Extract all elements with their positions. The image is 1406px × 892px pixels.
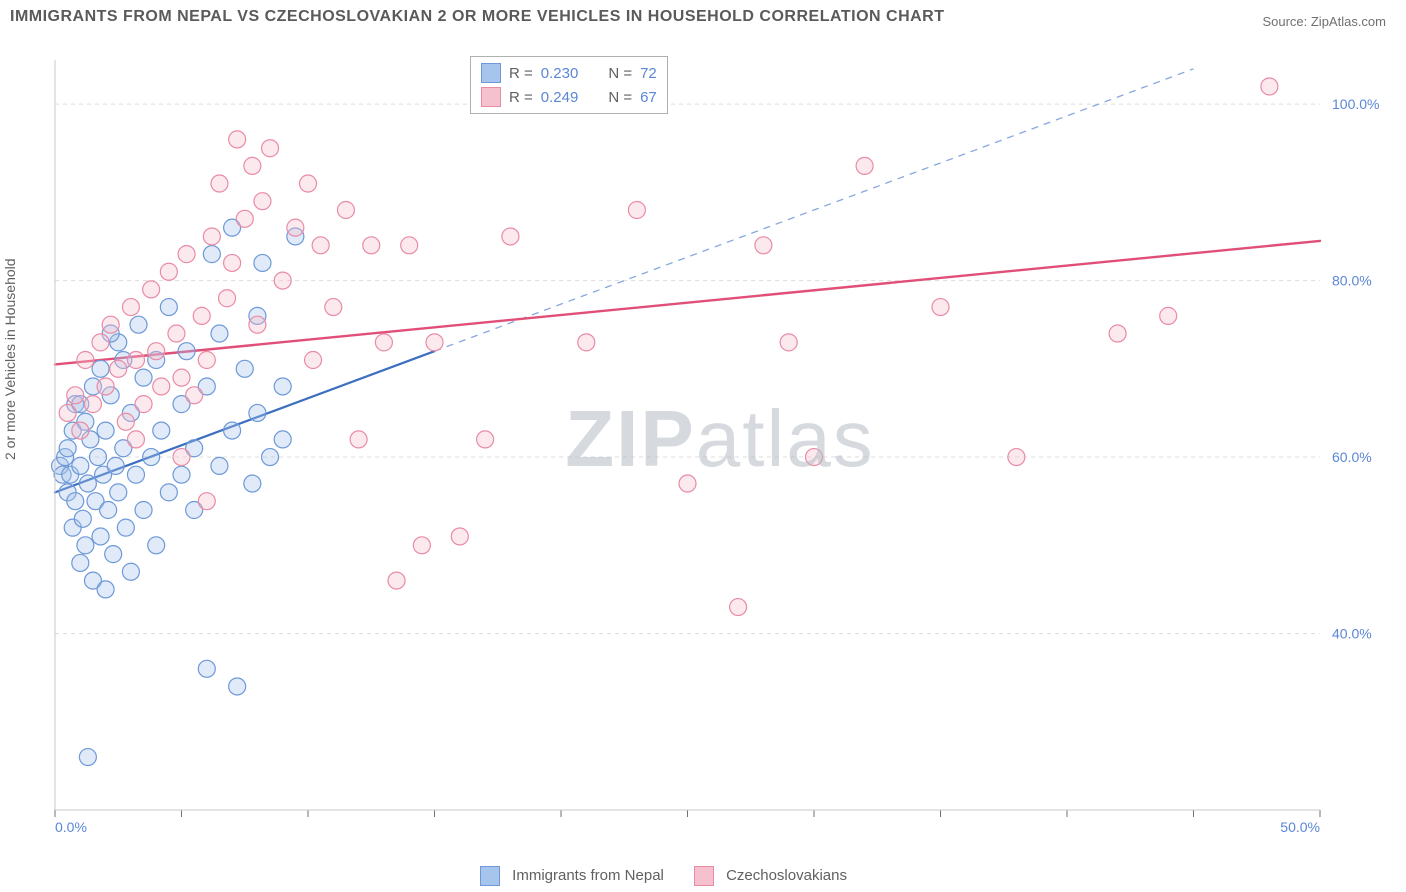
svg-text:100.0%: 100.0% — [1332, 96, 1379, 112]
svg-text:60.0%: 60.0% — [1332, 449, 1372, 465]
n-value-czech: 67 — [640, 89, 657, 106]
scatter-plot: 0.0%50.0%40.0%60.0%80.0%100.0% ZIPatlas — [50, 55, 1390, 840]
svg-text:40.0%: 40.0% — [1332, 626, 1372, 642]
r-label: R = — [509, 89, 533, 106]
legend-label-czech: Czechoslovakians — [726, 867, 847, 884]
svg-text:50.0%: 50.0% — [1280, 819, 1320, 835]
legend-swatch-czech — [481, 87, 501, 107]
svg-text:80.0%: 80.0% — [1332, 273, 1372, 289]
r-value-czech: 0.249 — [541, 89, 579, 106]
legend-label-nepal: Immigrants from Nepal — [512, 867, 664, 884]
n-label: N = — [608, 89, 632, 106]
n-label: N = — [608, 65, 632, 82]
y-axis-label: 2 or more Vehicles in Household — [2, 258, 18, 460]
source-attribution: Source: ZipAtlas.com — [1262, 14, 1386, 29]
r-label: R = — [509, 65, 533, 82]
legend-item-czech: Czechoslovakians — [694, 866, 847, 886]
n-value-nepal: 72 — [640, 65, 657, 82]
chart-svg: 0.0% 50.0% 40.0% 60.0% 80.0% 100.0% — [50, 55, 1390, 840]
legend-bottom: Immigrants from Nepal Czechoslovakians — [480, 866, 847, 886]
legend-stats: R = 0.230 N = 72 R = 0.249 N = 67 — [470, 56, 668, 114]
legend-stats-row-czech: R = 0.249 N = 67 — [471, 85, 667, 109]
legend-swatch-czech-bottom — [694, 866, 714, 886]
svg-text:0.0%: 0.0% — [55, 819, 87, 835]
source-name: ZipAtlas.com — [1311, 14, 1386, 29]
r-value-nepal: 0.230 — [541, 65, 579, 82]
legend-item-nepal: Immigrants from Nepal — [480, 866, 664, 886]
legend-swatch-nepal — [481, 63, 501, 83]
legend-swatch-nepal-bottom — [480, 866, 500, 886]
chart-title: IMMIGRANTS FROM NEPAL VS CZECHOSLOVAKIAN… — [10, 8, 945, 26]
source-prefix: Source: — [1262, 14, 1310, 29]
legend-stats-row-nepal: R = 0.230 N = 72 — [471, 61, 667, 85]
